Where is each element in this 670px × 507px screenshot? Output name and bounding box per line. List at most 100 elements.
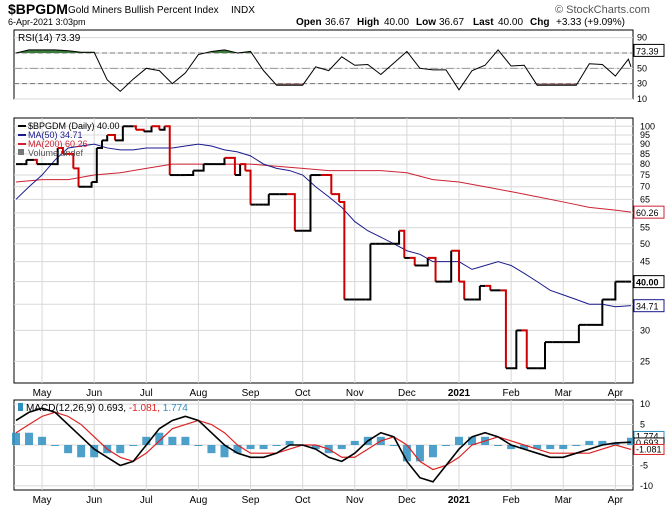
macd-histogram-bar [272,445,281,446]
macd-histogram-bar [533,445,542,450]
x-axis-label: Sep [242,388,260,399]
price-segment [399,229,406,258]
macd-histogram-bar [220,445,229,458]
rsi-tick-label: 90 [637,33,647,43]
price-segment [214,157,226,166]
macd-last-value-label: -1.081 [636,444,662,454]
ma200-last-value-label: 60.26 [636,208,659,218]
x-axis-label-bottom: 2021 [448,495,471,506]
macd-histogram-bar [598,440,607,445]
price-segment [62,152,75,169]
macd-histogram-bar [259,445,268,450]
index-name: Gold Miners Bullish Percent Index [68,5,219,16]
macd-histogram-bar [285,440,294,445]
macd-histogram-bar [129,445,138,446]
price-segment [339,200,346,300]
price-last-value-label-box [633,275,665,289]
price-legend-entry: Volume undef [28,148,84,158]
symbol: $BPGDM [8,1,68,17]
price-last-value-label: 40.00 [636,278,659,288]
macd-legend-swatch [18,403,23,411]
macd-histogram-bar [181,436,190,445]
rsi-panel-frame [13,29,634,100]
rsi-tick-label: 50 [637,63,647,73]
macd-tick-label: 10 [640,399,650,409]
last-value: 40.00 [498,17,523,28]
rsi-overbought-fill [42,49,56,53]
x-axis-label: Mar [555,388,573,399]
macd-histogram-bar [233,445,242,454]
macd-histogram-bar [38,436,47,445]
macd-histogram-bar [389,445,398,446]
price-segment [365,243,372,301]
price-panel: 100959085807570656055504540353025$BPGDM … [14,118,665,383]
x-axis-label: Oct [295,388,311,399]
macd-last-value-box [633,443,665,455]
price-tick-label: 85 [640,149,650,159]
price-segment [511,330,518,370]
price-segment [193,164,205,172]
rsi-line [15,49,632,93]
macd-signal-line [15,411,632,471]
rsi-legend: RSI(14) 73.39 [18,33,81,44]
macd-histogram-bar [311,445,320,450]
rsi-last-value-label: 73.39 [636,46,659,56]
low-label: Low [416,17,436,28]
macd-histogram-bar [90,445,99,458]
x-axis-label-bottom: Jul [140,495,153,506]
macd-histogram-bar [585,440,594,445]
ma200-line [15,163,632,213]
macd-histogram-bar [627,437,635,445]
rsi-tick-label: 10 [637,94,647,104]
price-segment [391,230,401,245]
price-tick-label: 70 [640,182,650,192]
price-segment [224,156,236,176]
ma50-last-value-label-box [633,299,665,313]
macd-histogram-bar [168,436,177,445]
price-segment [115,126,124,142]
price-segment [500,289,507,369]
x-axis-label-bottom: Jun [86,495,102,506]
macd-legend-part: -1.081, [129,403,163,414]
price-segment [320,174,333,195]
price-segment [474,285,481,301]
x-axis-label-bottom: Dec [398,495,416,506]
price-segment [52,147,59,166]
macd-histogram-bar [402,445,411,462]
price-segment [610,281,617,301]
x-axis-label: Aug [190,388,208,399]
price-segment [485,284,492,291]
price-segment [185,170,195,177]
price-tick-label: 80 [640,159,650,169]
x-axis-labels: May May Jun Jun Jul Jul Aug Aug Sep Sep Oct Oct Nov N… [33,388,624,506]
x-axis-label: May [33,388,52,399]
rsi-overbought-fill [29,49,43,53]
price-segment [73,167,80,187]
price-tick-label: 95 [640,130,650,140]
price-tick-label: 100 [640,121,655,131]
high-label: High [357,17,379,28]
price-tick-label: 90 [640,139,650,149]
price-segment [245,169,252,205]
macd-histogram-bar [246,445,255,450]
price-segment [34,158,38,165]
chart-header: $BPGDM Gold Miners Bullish Percent Index… [8,1,650,28]
macd-tick-label: -5 [640,460,648,470]
volume-legend-swatch [18,149,24,155]
price-segment [57,146,64,154]
price-segment [409,256,416,266]
x-axis-label: Jul [140,388,153,399]
macd-tick-label: 5 [640,420,645,430]
x-axis-label: Dec [398,388,416,399]
macd-histogram-bar [494,445,503,446]
price-segment [107,133,117,141]
x-axis-label-bottom: Oct [295,495,311,506]
price-segment [571,324,580,344]
macd-histogram-bar [546,445,555,450]
macd-histogram-bar [12,432,20,445]
timestamp: 6-Apr-2021 3:03pm [8,17,86,27]
macd-histogram-bar [337,445,346,450]
price-segment [96,140,103,149]
price-segment [443,250,453,283]
